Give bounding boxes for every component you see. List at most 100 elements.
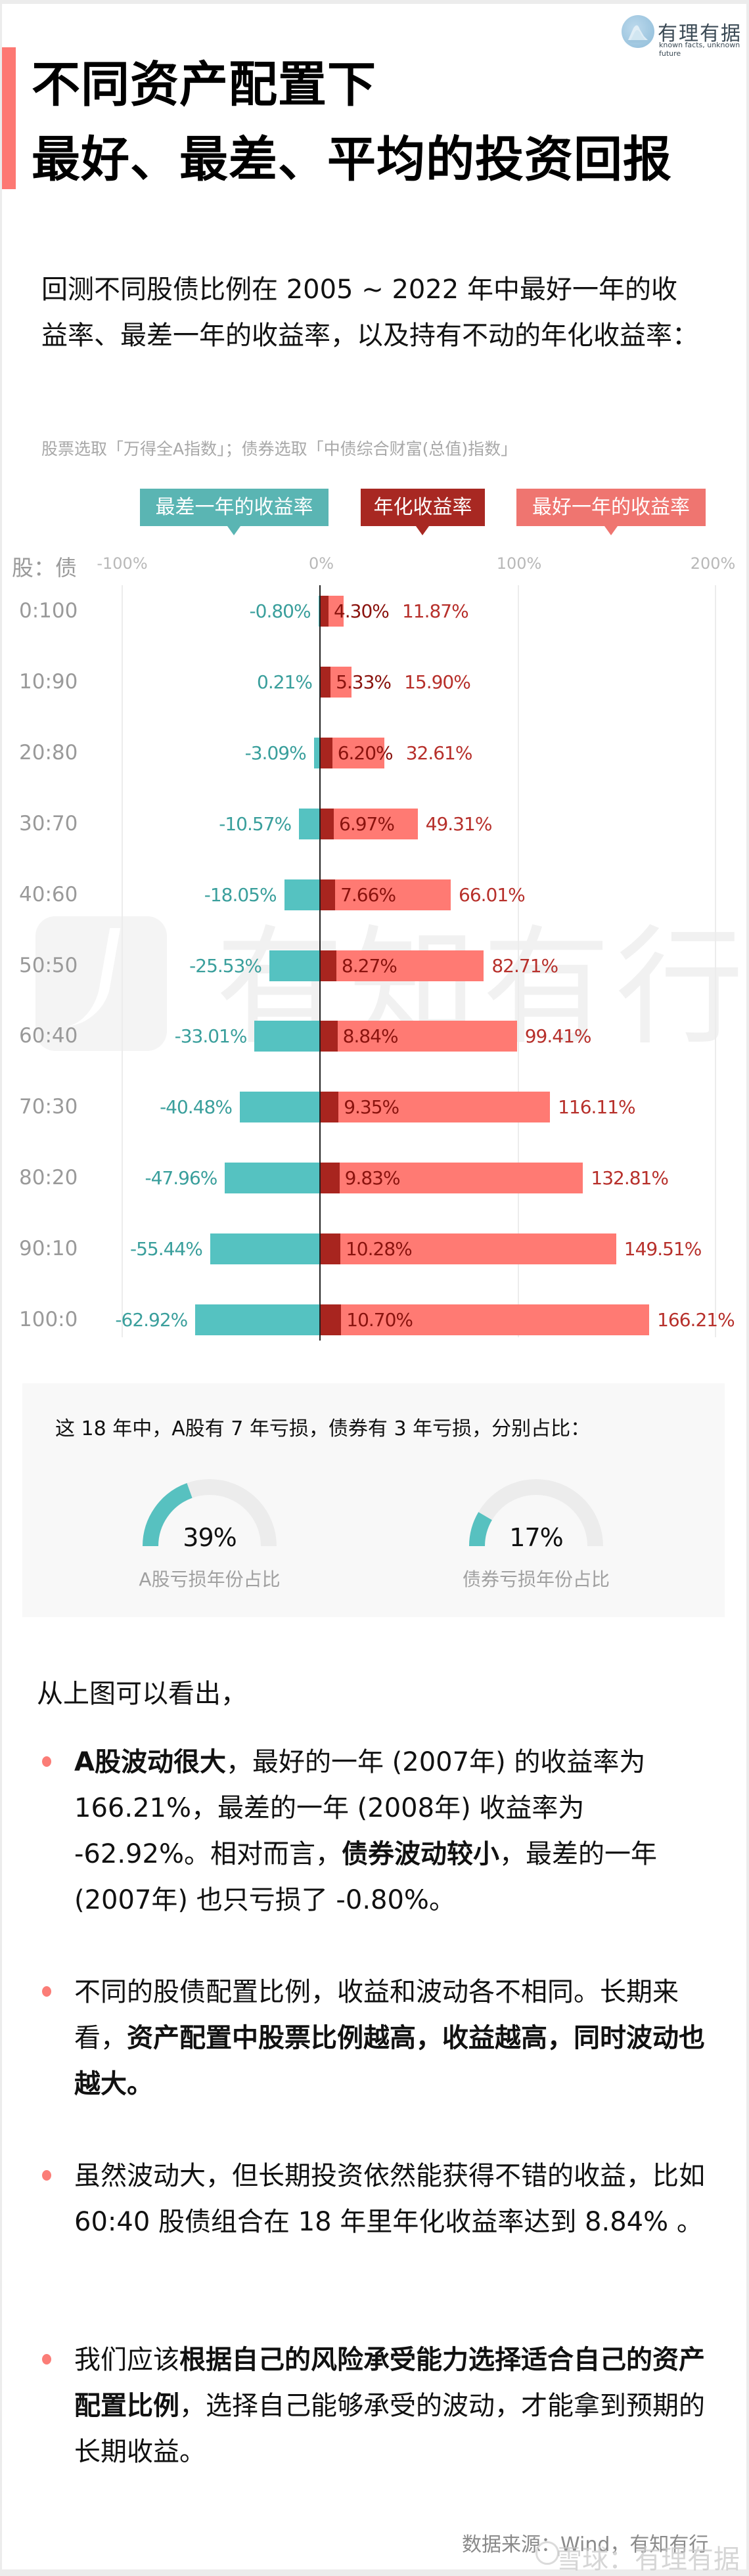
row-label: 0:100 [19, 599, 78, 623]
page-title-line-1: 不同资产配置下 [32, 56, 376, 113]
gauge-stock-arc-icon [143, 1479, 277, 1547]
bullet-dot-icon [42, 2170, 51, 2181]
value-best: 32.61% [405, 742, 473, 764]
value-annual: 10.70% [346, 1309, 413, 1331]
value-best: 11.87% [401, 600, 469, 622]
value-worst: -0.80% [249, 600, 311, 622]
value-worst: -62.92% [115, 1309, 188, 1331]
page-title-line-2: 最好、最差、平均的投资回报 [32, 131, 672, 188]
value-annual: 8.84% [342, 1025, 399, 1048]
legend-best: 最好一年的收益率 [516, 489, 706, 535]
value-best: 116.11% [558, 1096, 636, 1119]
bar-best [320, 1021, 517, 1052]
value-annual: 7.66% [340, 883, 396, 906]
value-best: 66.01% [459, 883, 526, 906]
legend-annual: 年化收益率 [361, 489, 485, 535]
brand-logo-icon [622, 15, 654, 48]
bar-annual [320, 1021, 338, 1052]
bar-worst [318, 596, 320, 627]
bullet-text: 我们应该根据自己的风险承受能力选择适合自己的资产配置比例，选择自己能够承受的波动… [74, 2345, 705, 2467]
value-best: 82.71% [491, 954, 558, 977]
page: 有理有据 known facts, unknown future 不同资产配置下… [2, 4, 746, 2575]
zero-axis-line [319, 585, 321, 1341]
bar-best [320, 1092, 551, 1123]
value-best: 166.21% [657, 1309, 735, 1331]
bar-annual [320, 1163, 340, 1194]
bar-best [320, 1304, 650, 1335]
value-annual: 8.27% [341, 954, 397, 977]
row-label: 90:10 [19, 1237, 78, 1261]
value-worst: 0.21% [257, 671, 313, 693]
value-annual: 9.35% [344, 1096, 399, 1119]
bar-annual [320, 950, 336, 981]
row-label: 20:80 [19, 740, 78, 765]
bar-worst [239, 1092, 320, 1123]
intro-text: 回测不同股债比例在 2005 ~ 2022 年中最好一年的收益率、最差一年的收益… [41, 275, 698, 351]
bar-best [320, 879, 451, 910]
bullet-text: A股波动很大，最好的一年 (2007年) 的收益率为 166.21%，最差的一年… [74, 1747, 657, 1915]
value-annual: 6.20% [337, 742, 394, 764]
bar-best [320, 950, 484, 981]
summary-text: 这 18 年中，A股有 7 年亏损，债券有 3 年亏损，分别占比： [55, 1417, 591, 1440]
value-annual: 4.30% [333, 600, 390, 622]
bullet-text: 虽然波动大，但长期投资依然能获得不错的收益，比如 60:40 股债组合在 18 … [74, 2161, 705, 2237]
bullet-dot-icon [42, 1986, 51, 1997]
value-worst: -25.53% [189, 954, 262, 977]
row-label: 50:50 [19, 953, 78, 977]
value-best: 149.51% [624, 1238, 702, 1260]
bar-annual [320, 879, 336, 910]
row-axis-header: 股：债 [12, 555, 77, 581]
summary-panel: 这 18 年中，A股有 7 年亏损，债券有 3 年亏损，分别占比： 39% A股… [22, 1383, 725, 1617]
row-label: 40:60 [19, 882, 78, 906]
brand-name: 有理有据 [658, 22, 742, 45]
row-label: 80:20 [19, 1166, 78, 1190]
xueqiu-watermark-icon [535, 2541, 559, 2565]
value-worst: -10.57% [219, 812, 292, 835]
value-worst: -47.96% [145, 1167, 218, 1189]
value-annual: 6.97% [339, 812, 395, 835]
gauge-stock-value: 39% [183, 1523, 237, 1552]
bar-annual [320, 596, 329, 627]
bar-annual [320, 1092, 339, 1123]
gauge-stock-label: A股亏损年份占比 [139, 1568, 281, 1590]
value-best: 49.31% [425, 812, 493, 835]
gridline-200 [715, 585, 716, 1337]
value-best: 99.41% [524, 1025, 592, 1048]
bar-annual [320, 666, 331, 698]
row-label: 30:70 [19, 811, 78, 835]
brand-tagline: known facts, unknown future [659, 41, 740, 58]
watermark-logo-icon [35, 916, 167, 1051]
tick-100: 100% [496, 554, 542, 573]
value-best: 15.90% [404, 671, 471, 693]
bar-worst [254, 1021, 320, 1052]
bullet-text: 不同的股债配置比例，收益和波动各不相同。长期来看，资产配置中股票比例越高，收益越… [74, 1977, 705, 2099]
tick-minus-100: -100% [97, 554, 148, 573]
title-accent-bar [2, 47, 16, 189]
bullet-dot-icon [42, 2354, 51, 2365]
value-best: 132.81% [591, 1167, 669, 1189]
bar-worst [299, 808, 320, 839]
value-worst: -40.48% [160, 1096, 233, 1119]
bar-annual [320, 808, 334, 839]
bar-annual [320, 737, 332, 768]
bar-worst [313, 737, 320, 768]
row-label: 70:30 [19, 1095, 78, 1119]
bar-worst [269, 950, 320, 981]
bar-worst [195, 1304, 320, 1335]
bar-best [320, 1233, 616, 1265]
value-annual: 9.83% [344, 1167, 401, 1189]
bar-annual [320, 1304, 342, 1335]
gauge-bond-value: 17% [509, 1523, 563, 1552]
value-annual: 5.33% [336, 671, 392, 693]
value-worst: -55.44% [129, 1238, 203, 1260]
value-worst: -18.05% [204, 883, 277, 906]
tick-200: 200% [690, 554, 736, 573]
legend-worst: 最差一年的收益率 [140, 489, 329, 535]
tick-0: 0% [308, 554, 334, 573]
bar-annual [320, 1233, 340, 1265]
gridline-minus-100 [122, 585, 123, 1337]
value-worst: -33.01% [174, 1025, 248, 1048]
bar-worst [284, 879, 320, 910]
gauge-stock: 39% [137, 1474, 282, 1553]
row-label: 10:90 [19, 669, 78, 694]
